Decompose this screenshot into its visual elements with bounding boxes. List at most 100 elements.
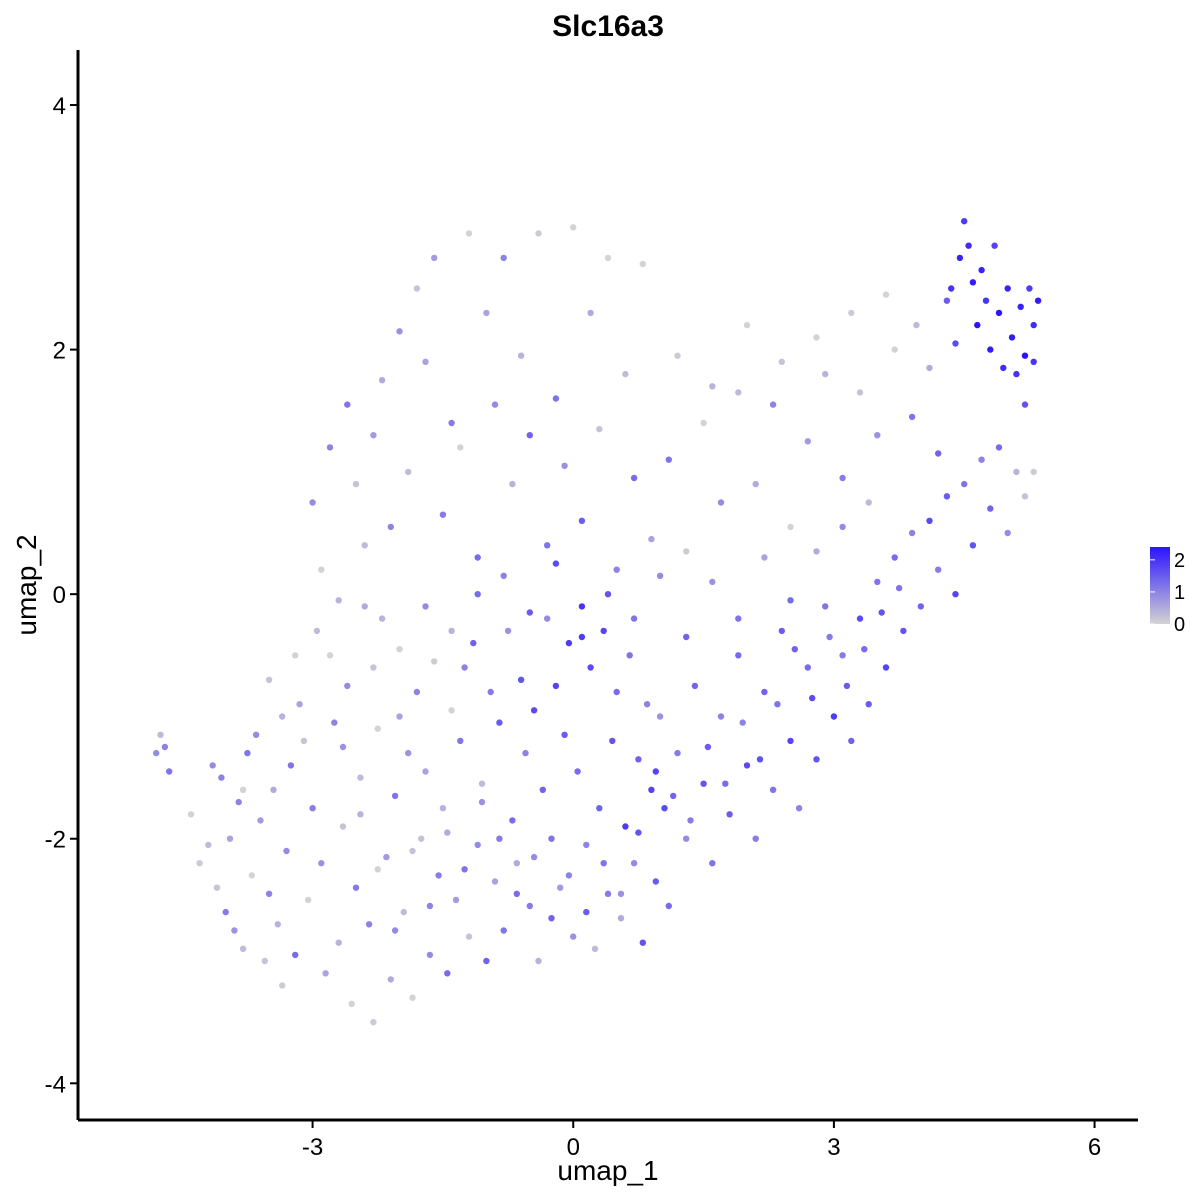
cell-point [826,633,833,641]
cell-point [465,933,473,940]
cell-point [413,688,421,696]
cell-point [700,419,707,427]
cell-point [257,817,264,824]
cell-point [552,560,560,567]
cell-point [1026,285,1033,292]
cell-point [391,927,399,934]
cell-point [491,878,499,885]
cell-point [917,603,924,610]
cell-point [391,792,399,800]
cell-point [882,664,890,671]
cell-point [187,811,195,818]
cell-point [357,774,364,781]
cell-point [991,242,998,249]
cell-point [630,615,638,622]
cell-point [265,890,273,897]
cell-point [365,921,373,928]
cell-point [387,523,394,531]
cell-point [1008,334,1016,341]
cell-point [622,370,629,378]
cell-point [504,627,512,635]
legend-tick-label: 1 [1174,582,1185,604]
cell-point [795,805,803,812]
cell-point [882,291,890,298]
cell-point [370,432,377,439]
cell-point [856,389,864,396]
cell-point [1021,493,1029,500]
cell-point [878,609,885,616]
cell-point [496,835,503,842]
cell-point [670,792,677,800]
cell-point [279,982,286,989]
cell-point [552,682,560,690]
cell-point [239,945,247,952]
cell-point [535,957,542,965]
cell-point [848,309,855,317]
cell-point [409,994,416,1001]
cell-point [318,860,325,867]
cell-point [318,566,325,573]
x-tick-label: 3 [827,1134,840,1161]
cell-point [656,713,664,720]
cell-point [292,951,299,959]
cell-point [613,688,620,696]
y-axis-title: umap_2 [11,534,42,635]
x-tick-label: 0 [567,1134,580,1161]
cell-point [470,639,477,647]
cell-point [252,731,260,738]
cell-point [418,835,425,842]
cell-point [322,970,329,977]
cell-point [648,786,655,793]
cell-point [995,444,1003,451]
cell-point [791,646,798,653]
cell-point [726,811,733,818]
cell-point [813,548,820,555]
cell-point [743,321,751,329]
cell-point [630,860,638,867]
x-ticks: -3 0 3 6 [302,1120,1101,1161]
cell-point [717,713,725,720]
cell-point [683,835,690,842]
cell-point [565,872,573,879]
cell-point [648,535,655,543]
cell-point [196,860,203,867]
cell-point [274,921,281,928]
cell-point [622,823,629,830]
cell-point [978,266,985,274]
cell-point [1030,321,1037,329]
y-tick-label: -4 [45,1071,66,1098]
cell-point [339,823,347,830]
cell-point [548,835,555,842]
cell-point [396,328,403,335]
cell-point [491,401,499,408]
cell-point [683,633,690,641]
cell-point [457,444,464,451]
cell-point [613,566,620,573]
cell-point [496,719,503,726]
cell-point [652,768,659,775]
cell-point [787,523,794,531]
cell-point [561,731,568,738]
cell-point [596,425,603,433]
cell-point [509,480,516,488]
cell-point [526,432,533,439]
y-tick-label: 4 [53,93,66,120]
cell-point [969,279,977,286]
cell-point [943,493,951,500]
cell-point [544,615,551,622]
cell-point [522,749,529,757]
cell-point [865,499,872,506]
cell-point [604,890,612,897]
cell-point [652,878,659,885]
plot-title: Slc16a3 [552,10,664,43]
cell-point [517,352,525,359]
cell-point [305,896,312,904]
cell-point [987,346,994,353]
cell-point [478,798,486,806]
cell-point [205,841,212,849]
cell-point [530,707,538,714]
cell-point [435,872,442,879]
cell-point [982,297,990,304]
cell-point [483,957,490,965]
cell-point [526,609,533,616]
